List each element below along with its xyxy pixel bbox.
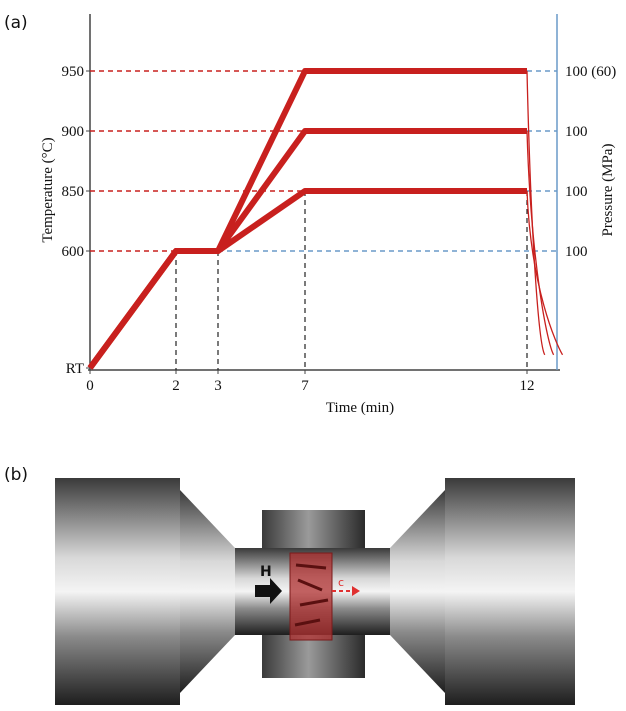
right-cylinder: [445, 478, 575, 705]
chart: (a) Time (min) Temperature (°C) Pressure…: [4, 13, 616, 416]
y2-axis-label: Pressure (MPa): [600, 144, 616, 237]
x-tick-label: 0: [86, 378, 94, 394]
x-tick-label: 12: [520, 378, 535, 394]
temperature-line: [87, 68, 527, 370]
y-tick-label: 950: [62, 64, 85, 80]
temperature-line: [87, 188, 527, 370]
y-axis-label: Temperature (°C): [40, 137, 56, 242]
field-label: H: [260, 564, 272, 580]
diagram: (b) H c: [4, 465, 575, 705]
temperature-line: [87, 128, 527, 370]
x-tick-label: 7: [301, 378, 309, 394]
x-axis-label: Time (min): [326, 400, 394, 416]
y-tick-label: RT: [66, 361, 84, 377]
panel-label: (a): [4, 13, 28, 33]
cooling-line: [526, 190, 564, 356]
y2-tick-label: 100: [565, 184, 588, 200]
y2-tick-label: 100: [565, 244, 588, 260]
c-axis-label: c: [338, 576, 344, 589]
x-tick-label: 2: [172, 378, 180, 394]
left-cylinder: [55, 478, 180, 705]
fibers: [294, 563, 329, 627]
x-tick-label: 3: [214, 378, 222, 394]
right-cone: [390, 490, 445, 693]
y2-tick-label: 100: [565, 124, 588, 140]
y-tick-label: 600: [62, 244, 85, 260]
left-cone: [180, 490, 235, 693]
y-tick-label: 850: [62, 184, 85, 200]
panel-label: (b): [4, 465, 28, 485]
y-tick-label: 900: [62, 124, 85, 140]
y2-tick-label: 100 (60): [565, 64, 616, 80]
c-axis-head: [352, 586, 360, 596]
cooling-line: [526, 70, 546, 356]
field-arrow: [255, 578, 282, 604]
